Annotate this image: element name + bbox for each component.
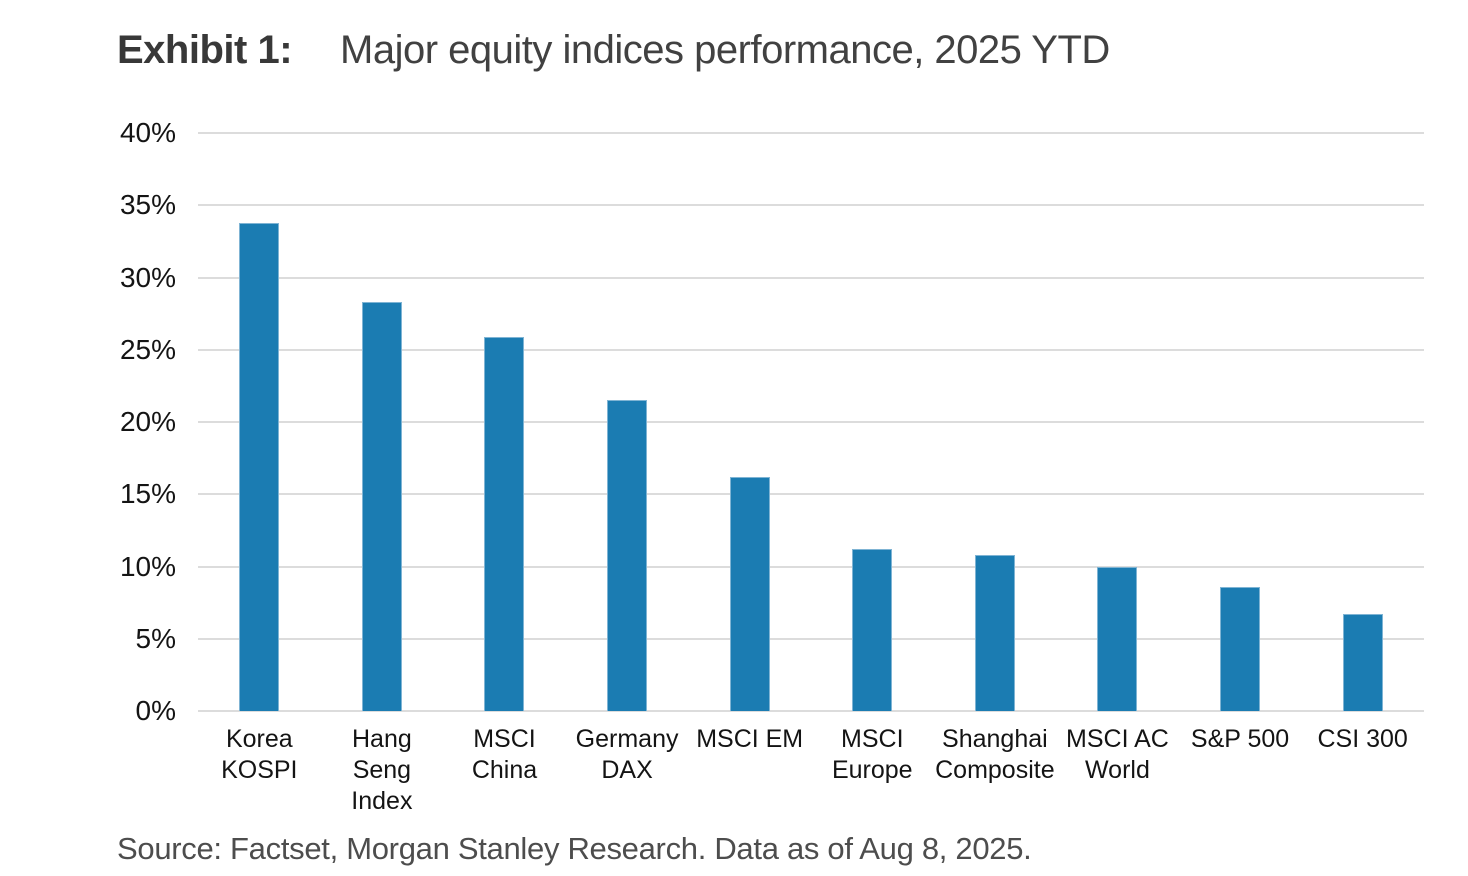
bar-slot [566,133,689,711]
bar-korea-kospi [239,222,280,711]
x-label-line: Germany [575,725,679,753]
x-label-korea-kospi: Korea KOSPI [198,724,321,817]
bar-msci-china [484,336,525,711]
x-label-line: MSCI AC [1066,725,1169,753]
x-label-line: Composite [935,756,1055,784]
x-label-csi-300: CSI 300 [1301,724,1424,817]
bar-sp-500 [1220,586,1261,711]
x-label-msci-ac-world: MSCI AC World [1056,724,1179,817]
bar-germany-dax [607,400,648,711]
bar-hang-seng-index [361,302,402,711]
chart-title: Exhibit 1: Major equity indices performan… [117,26,1110,74]
gridline [198,276,1424,279]
y-tick-35: 35% [119,189,176,221]
gridline [198,132,1424,134]
y-tick-15: 15% [119,478,176,510]
x-label-line: MSCI [841,725,904,753]
bar-slot [321,133,444,711]
x-axis-category-labels: Korea KOSPI Hang Seng Index MSCI China Ge… [198,724,1424,817]
bar-msci-ac-world [1097,566,1138,711]
gridline [198,565,1424,568]
x-label-line: Shanghai [942,725,1048,753]
x-label-hang-seng-index: Hang Seng Index [321,724,444,817]
source-attribution: Source: Factset, Morgan Stanley Research… [117,831,1032,866]
bar-slot [934,133,1057,711]
bar-slot [1179,133,1302,711]
y-tick-0: 0% [135,695,176,726]
chart-title-text: Major equity indices performance, 2025 Y… [340,28,1110,72]
x-label-germany-dax: Germany DAX [566,724,689,817]
bar-slot [198,133,321,711]
x-label-line: CSI 300 [1317,725,1408,753]
y-tick-25: 25% [119,333,176,365]
gridline [198,348,1424,351]
x-label-line: World [1085,756,1150,784]
y-tick-30: 30% [119,261,176,293]
bar-slot [443,133,566,711]
gridline [198,421,1424,423]
gridline [198,710,1424,712]
x-label-line: S&P 500 [1190,725,1290,753]
x-label-line: Index [351,787,413,815]
x-label-line: DAX [601,756,653,784]
bar-slot [1056,133,1179,711]
x-label-line: MSCI China [471,725,538,784]
bar-csi-300 [1342,614,1383,711]
x-label-msci-china: MSCI China [443,724,566,817]
gridline [198,637,1424,640]
y-tick-5: 5% [135,622,176,654]
x-label-msci-europe: MSCI Europe [811,724,934,817]
y-tick-10: 10% [119,550,176,582]
y-tick-20: 20% [119,406,176,437]
bar-series [198,133,1424,711]
bar-shanghai-composite [974,554,1015,711]
x-label-line: Hang Seng [352,725,412,784]
gridline [198,204,1424,207]
gridline [198,493,1424,496]
x-label-sp-500: S&P 500 [1179,724,1302,817]
bar-slot [811,133,934,711]
bar-msci-europe [852,549,893,711]
x-label-line: MSCI EM [696,725,804,753]
x-label-line: Europe [831,756,913,784]
bar-slot [688,133,811,711]
bar-slot [1301,133,1424,711]
exhibit-number-label: Exhibit 1: [117,28,293,72]
x-label-msci-em: MSCI EM [688,724,811,817]
y-axis-tick-labels: 40% 35% 30% 25% 20% 15% 10% 5% 0% [0,117,176,726]
plot-area [198,132,1424,712]
y-tick-40: 40% [119,117,176,148]
x-label-line: Korea KOSPI [221,725,298,784]
x-label-shanghai-composite: Shanghai Composite [934,724,1057,817]
bar-msci-em [729,476,770,711]
